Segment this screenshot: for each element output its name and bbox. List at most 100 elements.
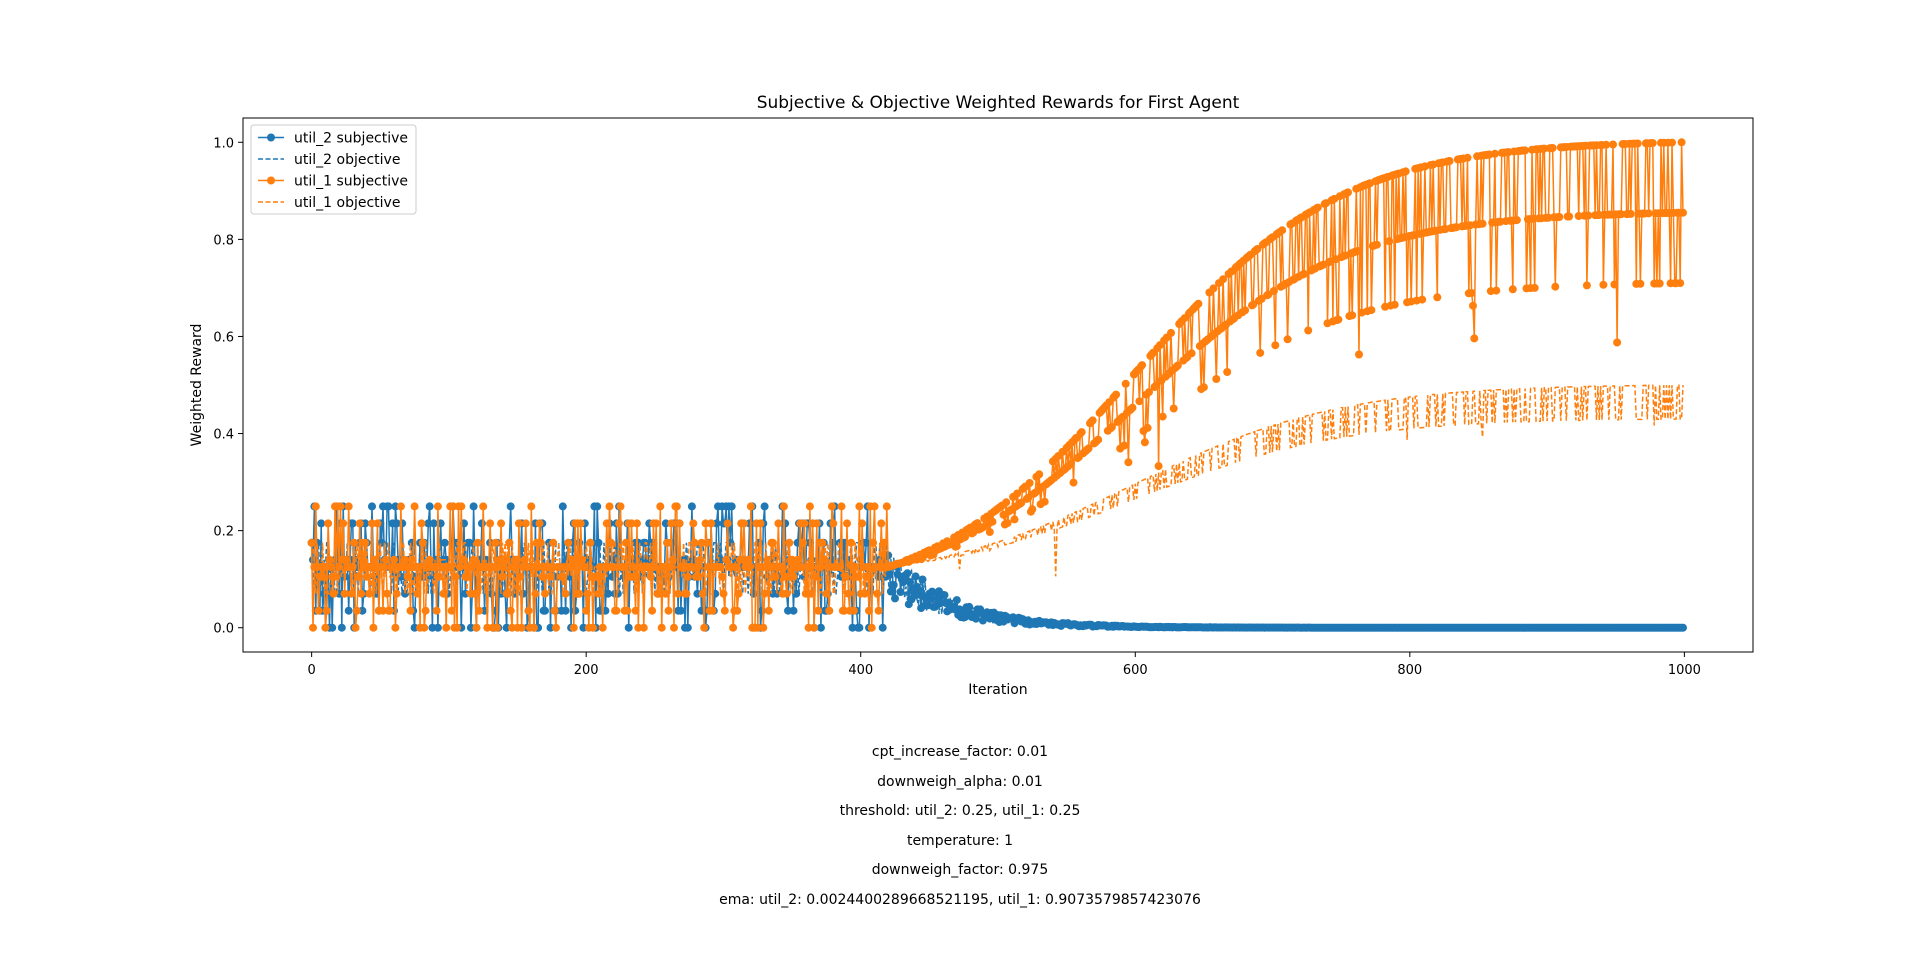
x-tick-label: 0 [307, 663, 315, 678]
x-tick-label: 1000 [1668, 663, 1701, 678]
util_1-subjective-point [379, 606, 387, 615]
util_1-subjective-point [1187, 349, 1196, 358]
util_1-subjective-point [486, 519, 495, 528]
legend-marker [267, 133, 275, 142]
util_1-subjective-point [483, 623, 492, 632]
util_1-subjective-point [1418, 295, 1427, 304]
util_1-subjective-point [805, 502, 814, 511]
util_1-subjective-point [788, 555, 797, 564]
parameters-panel: cpt_increase_factor: 0.01 downweigh_alph… [0, 738, 1920, 915]
util_1-subjective-point [1173, 361, 1182, 370]
util_1-subjective-point [837, 502, 846, 511]
util_1-subjective-point [309, 623, 317, 632]
util_1-subjective-point [654, 589, 663, 598]
util_1-subjective-point [1390, 300, 1399, 309]
util_1-subjective-point [576, 519, 585, 528]
util_1-subjective-point [1548, 144, 1557, 152]
util_1-subjective-point [472, 623, 481, 632]
util_1-subjective-point [800, 519, 809, 528]
y-tick-label: 0.8 [213, 233, 234, 248]
util_1-subjective-point [1512, 216, 1521, 225]
util_1-subjective-point [661, 589, 670, 598]
util_1-subjective-point [453, 623, 462, 632]
x-tick-label: 200 [574, 663, 599, 678]
util_2-subjective-point [558, 502, 567, 511]
util_1-subjective-point [493, 623, 501, 632]
util_2-subjective-point [561, 606, 570, 615]
util_1-subjective-point [357, 589, 366, 598]
util_1-subjective-point [1644, 209, 1653, 218]
util_1-subjective-point [457, 502, 466, 511]
util_1-subjective-point [1140, 438, 1149, 447]
util_2-subjective-point [541, 606, 549, 615]
util_1-subjective-point [874, 606, 883, 615]
util_1-subjective-point [1253, 245, 1262, 253]
util_1-subjective-point [1088, 416, 1097, 425]
util_1-subjective-point [1433, 293, 1442, 302]
util_2-subjective-point [862, 538, 871, 547]
legend-box [250, 124, 417, 215]
util_2-objective-line [310, 542, 1683, 629]
util_1-subjective-point [1334, 315, 1343, 324]
util_1-subjective-point [1602, 140, 1611, 149]
util_1-subjective-point [816, 563, 825, 571]
util_1-subjective-point [1551, 282, 1560, 291]
util_2-subjective-point [410, 623, 419, 632]
legend-label: util_2 objective [294, 152, 400, 168]
util_1-subjective-point [631, 606, 640, 615]
legend: util_2 subjective util_2 objective util_1 … [250, 124, 417, 215]
util_1-subjective-point [340, 589, 349, 598]
util_1-subjective-point [882, 502, 891, 511]
util_2-subjective-point [903, 569, 912, 578]
util_1-subjective-point [582, 606, 591, 615]
util_1-subjective-point [771, 572, 780, 581]
util_1-subjective-point [753, 623, 762, 632]
util_1-subjective-point [602, 519, 611, 528]
util_2-subjective-point [317, 519, 326, 528]
util_1-subjective-point [1094, 435, 1103, 444]
util_1-subjective-point [1010, 515, 1019, 524]
util_1-subjective-point [1676, 279, 1685, 288]
util_1-subjective-point [368, 519, 376, 528]
y-tick-label: 0.2 [213, 525, 234, 540]
util_1-subjective-point [700, 623, 709, 632]
util_2-subjective-point [816, 623, 825, 632]
util_1-subjective-point [1467, 289, 1476, 297]
util_1-subjective-point [1209, 284, 1218, 293]
util_1-subjective-point [722, 555, 731, 564]
util_1-subjective-point [396, 502, 405, 511]
util_1-subjective-point [1167, 328, 1175, 337]
util_1-subjective-point [535, 519, 544, 528]
util_1-subjective-point [417, 519, 426, 528]
util_1-subjective-point [844, 589, 853, 598]
util_2-subjective-point [466, 623, 475, 632]
util_1-subjective-point [1002, 498, 1011, 507]
util_1-subjective-point [639, 623, 648, 632]
util_1-subjective-point [514, 519, 523, 528]
util_1-subjective-point [432, 606, 441, 615]
util_2-subjective-point [594, 538, 603, 547]
util_2-subjective-point [940, 591, 949, 600]
util_1-subjective-point [829, 519, 838, 528]
util_1-subjective-point [1610, 280, 1619, 289]
util_1-subjective-point [1372, 240, 1381, 249]
util_2-subjective-point [687, 502, 696, 511]
util_2-subjective-point [571, 606, 580, 615]
util_2-subjective-point [784, 606, 792, 615]
util_1-subjective-point [1035, 470, 1044, 479]
util_1-subjective-point [988, 517, 997, 526]
util_1-subjective-point [1028, 505, 1037, 514]
util_1-subjective-point [517, 623, 526, 632]
util_1-subjective-point [877, 519, 886, 528]
util_1-subjective-point [847, 538, 856, 547]
util_1-subjective-point [1555, 213, 1564, 221]
util_2-subjective-point [792, 589, 801, 598]
util_1-subjective-point [1158, 412, 1167, 421]
util_1-subjective-point [369, 623, 378, 632]
util_1-subjective-point [746, 502, 755, 511]
util_1-subjective-point [314, 606, 323, 615]
util_2-subjective-point [546, 623, 555, 632]
util_1-subjective-point [347, 589, 356, 598]
util_1-subjective-point [439, 589, 448, 598]
util_1-subjective-point [723, 519, 732, 528]
